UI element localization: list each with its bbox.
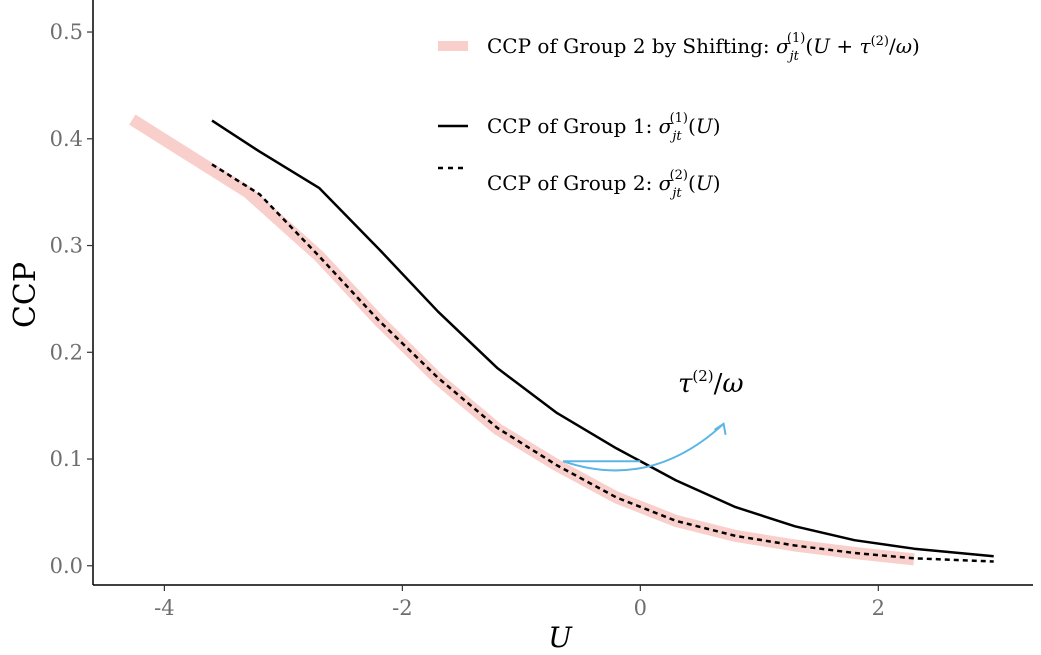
annotation-label: τ(2)/ω <box>678 367 744 399</box>
legend-label-shifted: CCP of Group 2 by Shifting: σjt(1)(U + τ… <box>487 31 920 64</box>
x-tick-label: -4 <box>154 596 174 620</box>
y-tick-label: 0.4 <box>50 127 83 151</box>
x-axis-title: U <box>548 621 573 654</box>
legend: CCP of Group 2 by Shifting: σjt(1)(U + τ… <box>438 31 920 201</box>
legend-label-group2: CCP of Group 2: σjt(2)(U) <box>487 168 721 201</box>
shift-arrow-head <box>714 422 727 435</box>
y-tick-label: 0.3 <box>50 234 83 258</box>
series-layer <box>129 114 994 566</box>
shift-arrow-path <box>562 423 725 472</box>
shift-arrow <box>562 422 727 472</box>
x-tick-label: 2 <box>872 596 885 620</box>
annotation: τ(2)/ω <box>562 367 744 472</box>
y-tick-label: 0.0 <box>50 554 83 578</box>
y-tick-label: 0.2 <box>50 340 83 364</box>
x-tick-label: 0 <box>634 596 647 620</box>
axes: 0.0 0.1 0.2 0.3 0.4 0.5 -4 -2 0 2 U CCP <box>8 0 1033 654</box>
series-line-group2 <box>211 163 994 563</box>
y-tick-label: 0.1 <box>50 447 83 471</box>
y-tick-label: 0.5 <box>50 20 83 44</box>
x-tick-label: -2 <box>392 596 412 620</box>
legend-label-group1: CCP of Group 1: σjt(1)(U) <box>487 111 721 144</box>
series-line-group1 <box>211 119 994 558</box>
y-axis-title: CCP <box>8 262 43 328</box>
